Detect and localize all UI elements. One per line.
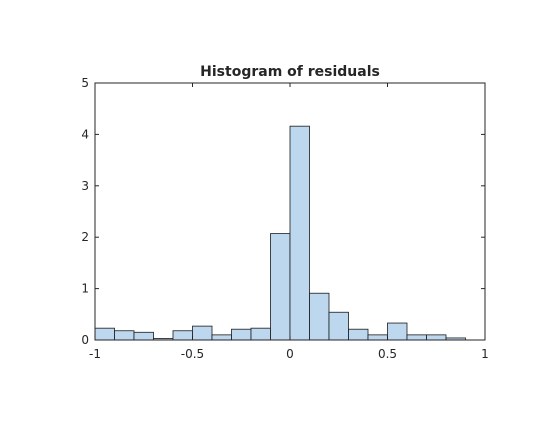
histogram-bar bbox=[114, 330, 135, 341]
ticks-group: -1 -0.5 0 0.5 1 0 1 2 3 4 5 bbox=[81, 76, 488, 361]
histogram-bar bbox=[172, 330, 193, 341]
histogram-bar bbox=[348, 328, 369, 341]
histogram-bar bbox=[367, 334, 388, 341]
y-tick-label: 5 bbox=[81, 76, 89, 90]
x-tick-label: -1 bbox=[89, 347, 101, 361]
y-tick-label: 1 bbox=[81, 282, 89, 296]
histogram-bar bbox=[231, 328, 252, 341]
histogram-bar bbox=[289, 125, 310, 341]
y-tick-label: 4 bbox=[81, 127, 89, 141]
bars-group bbox=[94, 125, 466, 341]
histogram-bar bbox=[426, 334, 447, 341]
y-tick-label: 3 bbox=[81, 179, 89, 193]
chart-title: Histogram of residuals bbox=[200, 64, 380, 80]
histogram-bar bbox=[94, 327, 115, 341]
histogram-bar bbox=[133, 331, 154, 341]
histogram-bar bbox=[270, 233, 291, 341]
histogram-bar bbox=[192, 325, 213, 341]
histogram-bar bbox=[387, 322, 408, 341]
y-tick-label: 2 bbox=[81, 230, 89, 244]
axes-box bbox=[94, 82, 486, 341]
histogram-bar bbox=[250, 327, 271, 341]
histogram-bar bbox=[309, 292, 330, 341]
x-tick-label: 0.5 bbox=[378, 347, 397, 361]
histogram-bar bbox=[211, 334, 232, 341]
x-tick-label: -0.5 bbox=[181, 347, 204, 361]
x-tick-label: 0 bbox=[286, 347, 294, 361]
x-tick-label: 1 bbox=[481, 347, 489, 361]
histogram-bar bbox=[406, 334, 427, 341]
histogram-bar bbox=[328, 311, 349, 341]
y-tick-label: 0 bbox=[81, 333, 89, 347]
